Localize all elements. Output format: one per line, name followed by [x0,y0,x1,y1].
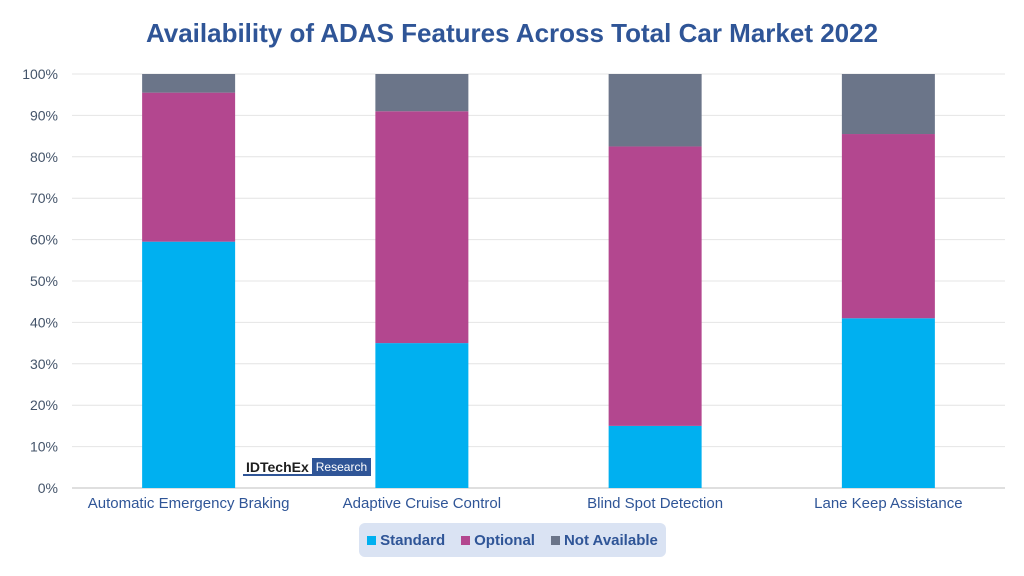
bar-standard [608,425,702,488]
chart-title: Availability of ADAS Features Across Tot… [145,18,879,48]
y-tick-label: 100% [22,66,58,82]
x-tick-label: Lane Keep Assistance [814,495,962,512]
bar-not-available [142,74,236,93]
legend-item-not-available: Not Available [550,531,658,549]
y-tick-label: 70% [30,190,58,206]
y-tick-label: 0% [38,480,58,496]
bar-optional [375,111,469,344]
x-tick-label: Blind Spot Detection [587,495,723,512]
legend-swatch-not-available [550,535,560,545]
legend-label-standard: Standard [380,531,446,549]
y-tick-label: 80% [30,149,58,165]
legend-item-standard: Standard [367,532,445,549]
bar-not-available [375,74,469,112]
bar-optional [142,92,236,242]
y-tick-label: 10% [30,439,58,455]
chart-legend: Standard Optional Not Available [359,523,666,557]
y-tick-label: 90% [30,107,58,123]
bar-not-available [841,74,935,135]
legend-swatch-optional [461,535,471,545]
bar-standard [375,343,469,488]
x-tick-label: Adaptive Cruise Control [343,495,501,512]
idtechex-logo: IDTechEx Research [243,458,372,476]
logo-sub-text: Research [311,458,372,476]
x-tick-label: Automatic Emergency Braking [88,495,290,512]
y-tick-label: 30% [30,356,58,372]
logo-main-text: IDTechEx [243,458,312,476]
bar-not-available [608,74,702,147]
y-tick-label: 40% [30,314,58,330]
bar-optional [841,134,935,319]
y-tick-label: 50% [30,273,58,289]
y-tick-label: 60% [30,232,58,248]
legend-item-optional: Optional [461,532,535,549]
bar-standard [841,318,935,488]
legend-swatch-standard [367,535,377,545]
y-tick-label: 20% [30,397,58,413]
legend-label-optional: Optional [474,531,535,549]
bar-optional [608,146,702,426]
legend-label-not-available: Not Available [563,531,658,549]
bar-standard [142,241,236,488]
